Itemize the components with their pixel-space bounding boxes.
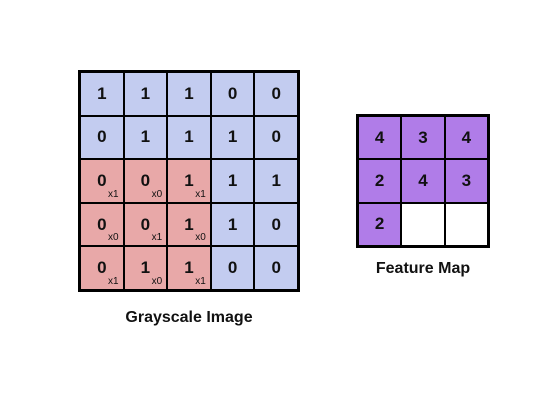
image-cell: 0 x0 <box>80 202 124 247</box>
feature-map-cell: 4 <box>401 159 445 203</box>
image-cell-value: 0 <box>97 214 107 234</box>
kernel-weight-label: x0 <box>108 232 119 244</box>
feature-map-cell-value: 4 <box>418 170 428 190</box>
image-cell-value: 1 <box>184 170 194 190</box>
image-cell-value: 0 <box>271 258 281 278</box>
image-cell-value: 1 <box>140 127 151 147</box>
image-cell: 0 x1 <box>123 202 168 247</box>
image-cell: 1 <box>254 159 298 203</box>
image-cell: 0 <box>210 246 255 290</box>
kernel-weight-label: x0 <box>151 188 163 200</box>
feature-map-cell: 4 <box>444 116 488 160</box>
image-cell: 1 <box>167 72 211 116</box>
feature-map-empty-cell <box>444 202 488 246</box>
image-cell-value: 1 <box>227 127 238 147</box>
image-cell: 0 x1 <box>80 246 124 290</box>
image-cell-value: 1 <box>140 258 151 278</box>
image-cell: 1 <box>210 159 255 203</box>
image-cell: 1 <box>210 202 255 247</box>
image-cell-value: 0 <box>271 83 281 103</box>
feature-map-cell-value: 2 <box>374 170 385 190</box>
image-cell: 0 <box>254 72 298 116</box>
feature-map-empty-cell <box>401 202 445 246</box>
feature-map-cell-value: 4 <box>461 127 472 147</box>
kernel-weight-label: x1 <box>108 275 119 287</box>
image-cell: 0 <box>254 115 298 160</box>
image-cell-value: 1 <box>227 170 238 190</box>
image-cell: 1 x1 <box>167 159 211 203</box>
kernel-weight-label: x1 <box>108 188 119 200</box>
image-cell-value: 0 <box>97 258 107 278</box>
kernel-weight-label: x0 <box>151 275 163 287</box>
image-cell-value: 0 <box>227 83 238 103</box>
kernel-weight-label: x1 <box>151 232 163 244</box>
image-cell-value: 1 <box>184 83 194 103</box>
image-cell: 0 x1 <box>80 159 124 203</box>
image-cell: 1 <box>123 72 168 116</box>
image-cell: 0 <box>254 246 298 290</box>
image-cell: 0 <box>80 115 124 160</box>
image-cell-value: 1 <box>140 83 151 103</box>
image-cell: 0 <box>254 202 298 247</box>
feature-map-caption: Feature Map <box>375 260 471 277</box>
image-cell-value: 1 <box>97 83 107 103</box>
image-cell: 1 x0 <box>167 202 211 247</box>
image-cell-value: 0 <box>140 214 151 234</box>
feature-map-cell: 4 <box>358 116 402 160</box>
image-cell-value: 0 <box>97 170 107 190</box>
image-cell-value: 1 <box>227 214 238 234</box>
kernel-weight-label: x0 <box>195 232 206 244</box>
feature-map-grid: 4 3 4 2 4 3 2 <box>356 114 490 248</box>
image-cell-value: 1 <box>271 170 281 190</box>
image-cell: 1 <box>80 72 124 116</box>
grayscale-image-grid: 1 1 1 0 0 0 1 1 1 0 0 x1 0 x0 1 x1 1 1 0 x0 0 x1 1 x0 1 0 0 x1 1 x0 1 x… <box>78 70 300 292</box>
feature-map-cell-value: 2 <box>374 214 385 234</box>
image-cell-value: 0 <box>227 258 238 278</box>
feature-map-cell-value: 3 <box>418 127 428 147</box>
image-cell: 1 <box>167 115 211 160</box>
feature-map-cell: 2 <box>358 202 402 246</box>
image-cell-value: 1 <box>184 127 194 147</box>
image-cell: 1 x0 <box>123 246 168 290</box>
image-cell-value: 0 <box>271 127 281 147</box>
image-cell: 0 <box>210 72 255 116</box>
feature-map-cell: 3 <box>444 159 488 203</box>
image-cell-value: 0 <box>140 170 151 190</box>
image-cell: 1 x1 <box>167 246 211 290</box>
image-cell: 0 x0 <box>123 159 168 203</box>
feature-map-cell-value: 4 <box>374 127 385 147</box>
image-cell: 1 <box>210 115 255 160</box>
kernel-weight-label: x1 <box>195 188 206 200</box>
image-cell-value: 1 <box>184 258 194 278</box>
image-cell: 1 <box>123 115 168 160</box>
image-cell-value: 0 <box>97 127 107 147</box>
feature-map-cell-value: 3 <box>461 170 472 190</box>
image-cell-value: 0 <box>271 214 281 234</box>
image-cell-value: 1 <box>184 214 194 234</box>
kernel-weight-label: x1 <box>195 275 206 287</box>
feature-map-cell: 3 <box>401 116 445 160</box>
grayscale-image-caption: Grayscale Image <box>125 309 253 326</box>
feature-map-cell: 2 <box>358 159 402 203</box>
